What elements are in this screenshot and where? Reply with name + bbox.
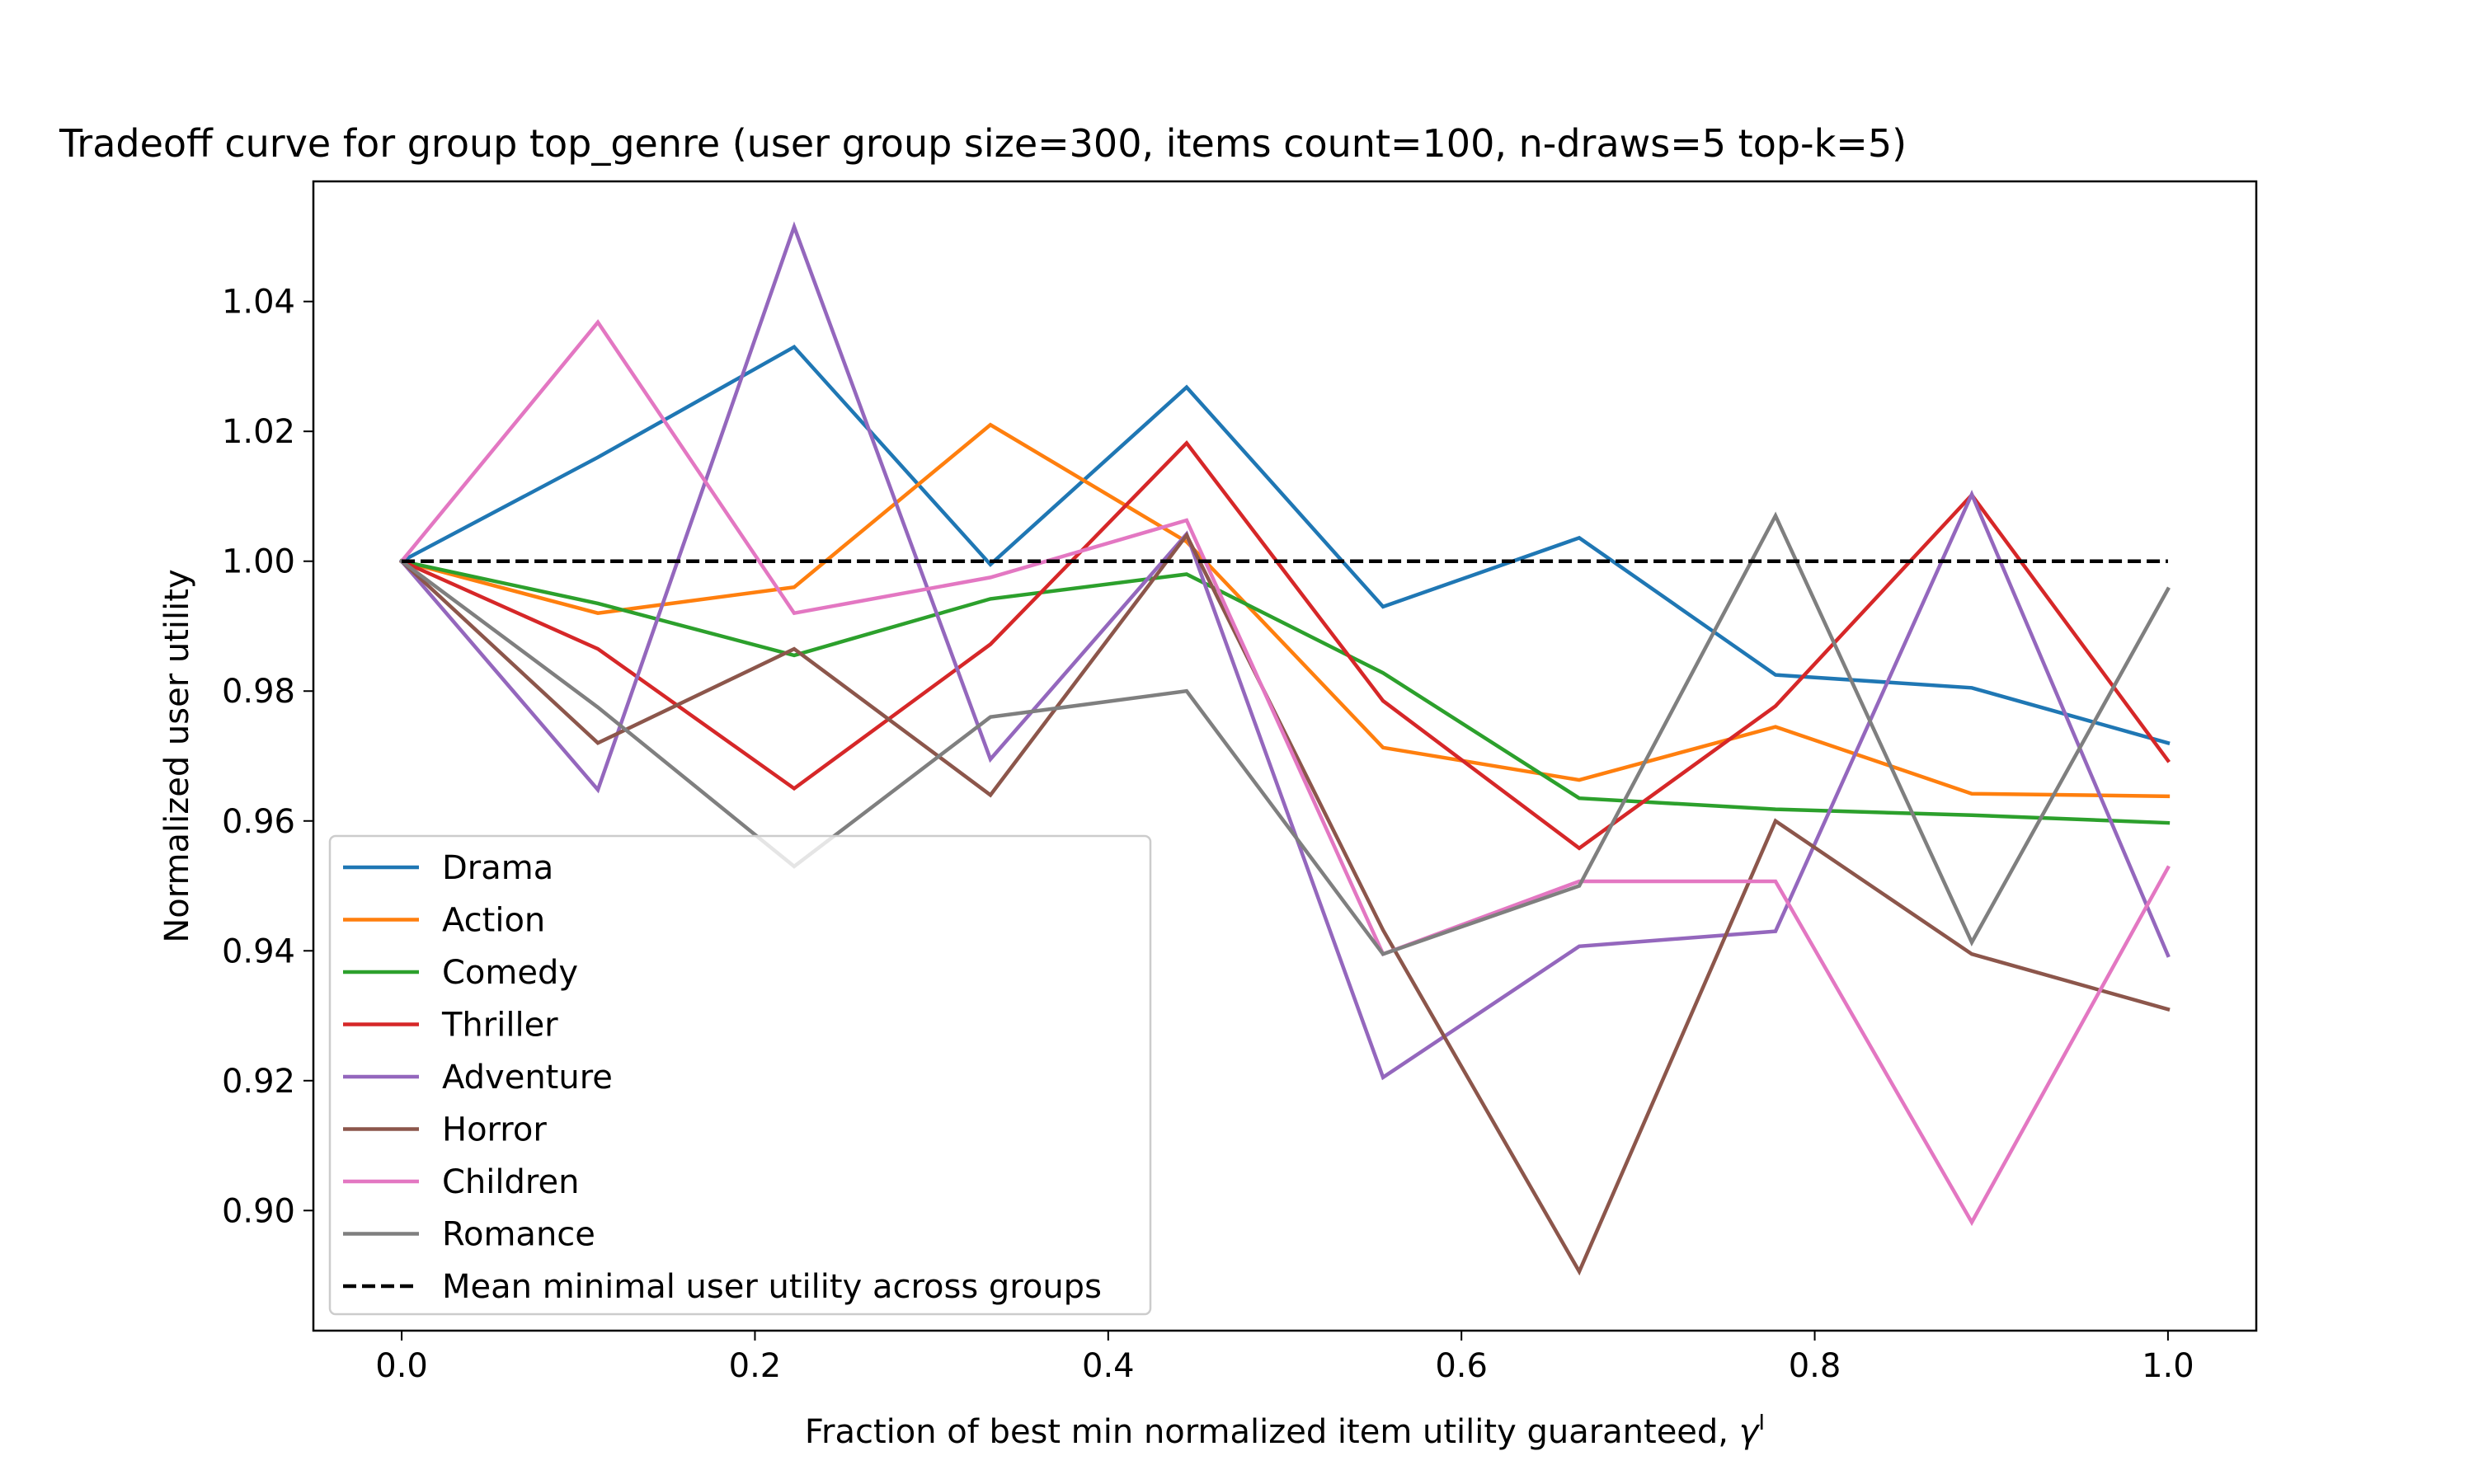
legend-label-romance: Romance [442,1216,595,1254]
series-line-comedy [399,559,2171,825]
y-tick-label: 0.98 [222,673,295,711]
series-layer [398,221,2171,1276]
legend-label-adventure: Adventure [442,1059,613,1097]
x-tick-label: 0.6 [1435,1347,1488,1385]
legend-label-thriller: Thriller [441,1007,558,1045]
legend-label-horror: Horror [442,1111,547,1149]
legend-label-action: Action [442,902,545,940]
y-tick-label: 1.04 [222,284,295,322]
chart-title: Tradeoff curve for group top_genre (user… [59,121,1907,166]
legend-label-drama: Drama [442,849,553,887]
legend-label-comedy: Comedy [442,954,578,992]
plot-frame [312,180,2258,1332]
y-tick-label: 0.92 [222,1063,295,1101]
series-line-thriller [399,439,2171,851]
x-tick-label: 0.2 [729,1347,782,1385]
y-tick-label: 0.90 [222,1192,295,1230]
y-axis: 0.90 0.92 0.94 0.96 0.98 1.00 1.02 1.04 [222,284,313,1230]
x-axis-label-text: Fraction of best min normalized item uti… [805,1413,1739,1451]
y-axis-label: Normalized user utility [158,569,196,942]
x-axis-label: Fraction of best min normalized item uti… [805,1411,1765,1451]
x-tick-label: 1.0 [2142,1347,2194,1385]
series-line-children [398,319,2171,1227]
x-tick-label: 0.0 [375,1347,428,1385]
y-tick-label: 0.94 [222,932,295,970]
y-tick-label: 1.02 [222,413,295,451]
series-line-horror [398,531,2171,1276]
x-tick-label: 0.4 [1082,1347,1135,1385]
series-line-action [399,422,2171,799]
x-axis-label-symbol: γ [1739,1413,1761,1451]
series-line-drama [399,344,2171,745]
legend: Drama Action Comedy Thriller Adventure Horror… [328,834,1152,1316]
y-tick-label: 1.00 [222,543,295,581]
x-axis-label-superscript: I [1758,1411,1765,1435]
series-line-romance [398,511,2171,956]
series-line-adventure [398,221,2171,1081]
y-tick-label: 0.96 [222,803,295,841]
x-axis: 0.0 0.2 0.4 0.6 0.8 1.0 [375,1331,2194,1385]
plot-area [312,180,2258,1332]
legend-label-mean-minimal-user-utility-across-groups: Mean minimal user utility across groups [442,1268,1102,1306]
x-tick-label: 0.8 [1789,1347,1841,1385]
legend-box [328,834,1152,1316]
legend-label-children: Children [442,1163,579,1201]
